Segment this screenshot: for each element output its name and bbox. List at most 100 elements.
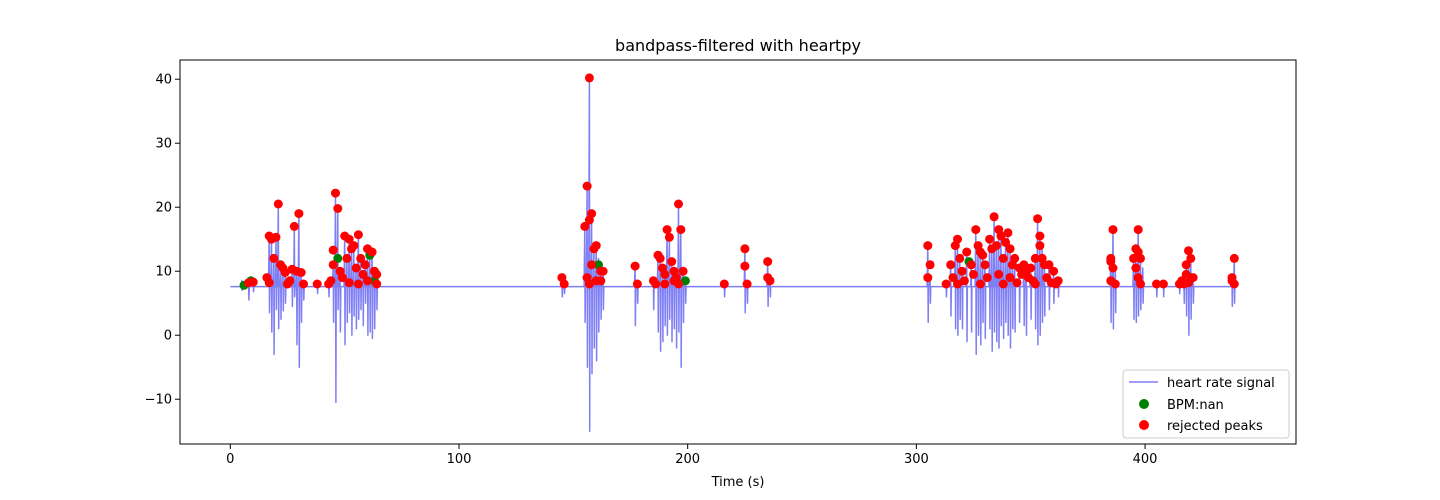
rejected-peak-point <box>925 260 935 270</box>
rejected-peak-point <box>660 269 670 279</box>
legend-rejected-swatch <box>1139 420 1149 430</box>
rejected-peak-point <box>664 232 674 242</box>
rejected-peak-point <box>1136 279 1145 289</box>
rejected-peak-point <box>1131 263 1141 273</box>
x-tick-label: 300 <box>904 452 929 467</box>
x-tick-label: 100 <box>447 452 472 467</box>
rejected-peak-point <box>1026 263 1036 273</box>
rejected-peak-point <box>356 253 366 263</box>
rejected-peak-point <box>299 279 308 289</box>
rejected-peak-point <box>358 269 368 279</box>
rejected-peak-point <box>1051 279 1061 289</box>
legend-box <box>1122 369 1290 439</box>
rejected-peak-point <box>289 221 299 231</box>
rejected-peak-point <box>989 212 999 222</box>
rejected-peak-point <box>584 73 594 83</box>
plot-frame <box>179 59 1297 445</box>
rejected-peak-point <box>651 279 661 289</box>
rejected-peak-point <box>351 263 361 273</box>
rejected-peak-point <box>337 273 347 283</box>
rejected-peak-point <box>674 199 683 209</box>
rejected-peak-point <box>1108 225 1118 235</box>
rejected-peak-point <box>1229 279 1239 289</box>
rejected-peak-point <box>957 266 967 276</box>
rejected-peak-point <box>349 241 359 251</box>
rejected-peak-point <box>584 279 594 289</box>
rejected-peak-point <box>328 245 338 255</box>
rejected-peak-point <box>765 276 775 286</box>
chart-title: bandpass-filtered with heartpy <box>615 36 861 55</box>
rejected-peak-point <box>1030 279 1040 289</box>
rejected-peak-point <box>991 241 1001 251</box>
rejected-peak-point <box>630 261 640 271</box>
rejected-peak-point <box>587 260 597 270</box>
x-tick-label: 0 <box>226 452 234 467</box>
rejected-peak-point <box>326 276 336 286</box>
rejected-peak-point <box>598 266 608 276</box>
rejected-peak-point <box>559 279 569 289</box>
rejected-peak-point <box>372 279 382 289</box>
rejected-peak-point <box>948 273 958 283</box>
rejected-peak-point <box>248 277 258 287</box>
rejected-peak-point <box>662 225 672 235</box>
bpm-point <box>333 253 343 263</box>
rejected-peak-point <box>344 278 354 288</box>
rejected-peak-point <box>1003 228 1013 238</box>
rejected-peak-point <box>1229 253 1239 263</box>
y-tick-label: 10 <box>155 265 172 280</box>
rejected-peak-point <box>1049 266 1059 276</box>
rejected-peak-point <box>742 279 752 289</box>
rejected-peak-point <box>655 253 665 263</box>
legend-bpm-swatch <box>1139 399 1149 409</box>
rejected-peak-point <box>676 225 686 235</box>
rejected-peak-point <box>971 225 981 235</box>
rejected-peak-point <box>596 276 606 286</box>
rejected-peak-point <box>763 257 773 267</box>
rejected-peak-point <box>1188 273 1198 283</box>
rejected-peak-point <box>372 269 382 279</box>
legend-label-rejected: rejected peaks <box>1167 419 1263 434</box>
x-tick-label: 400 <box>1133 452 1158 467</box>
legend-label-signal: heart rate signal <box>1167 376 1275 391</box>
x-tick-label: 200 <box>675 452 700 467</box>
rejected-peak-point <box>360 260 370 270</box>
rejected-peak-point <box>978 250 988 260</box>
rejected-peak-point <box>1184 246 1193 256</box>
rejected-peak-point <box>344 234 354 244</box>
rejected-peak-point <box>1005 244 1015 254</box>
rejected-peak-point <box>1152 279 1161 289</box>
rejected-peak-point <box>740 244 750 254</box>
rejected-peak-point <box>328 260 338 270</box>
rejected-peak-point <box>269 253 279 263</box>
rejected-peak-point <box>285 276 295 286</box>
rejected-peak-point <box>1035 231 1045 241</box>
rejected-peak-point <box>1106 276 1116 286</box>
x-axis: 0 100 200 300 400 <box>226 444 1157 467</box>
plot-area <box>230 73 1239 432</box>
rejected-peak-point <box>331 188 340 198</box>
rejected-peak-point <box>678 266 688 276</box>
rejected-peak-point <box>580 221 590 231</box>
rejected-peak-point <box>946 260 956 270</box>
legend: heart rate signal BPM:nan rejected peaks <box>1122 369 1290 439</box>
y-tick-label: 0 <box>164 329 172 344</box>
heart-rate-signal-line <box>230 77 1237 432</box>
rejected-peak-point <box>342 253 352 263</box>
rejected-peak-point <box>1044 260 1054 270</box>
rejected-peak-point <box>998 253 1008 263</box>
y-axis: −10 0 10 20 30 40 <box>145 73 180 408</box>
rejected-peak-point <box>312 279 322 289</box>
rejected-peak-point <box>1012 278 1022 288</box>
rejected-peak-point <box>632 279 642 289</box>
y-tick-label: 20 <box>155 201 172 216</box>
rejected-peak-point <box>969 269 978 279</box>
rejected-peak-point <box>962 247 972 257</box>
rejected-peak-point <box>975 279 985 289</box>
rejected-peak-point <box>996 231 1006 241</box>
rejected-peak-point <box>660 279 670 289</box>
rejected-peak-point <box>1186 253 1196 263</box>
x-axis-label: Time (s) <box>711 475 765 490</box>
rejected-peak-point <box>1030 253 1040 263</box>
rejected-peak-point <box>980 260 990 270</box>
rejected-peak-point <box>959 276 969 286</box>
